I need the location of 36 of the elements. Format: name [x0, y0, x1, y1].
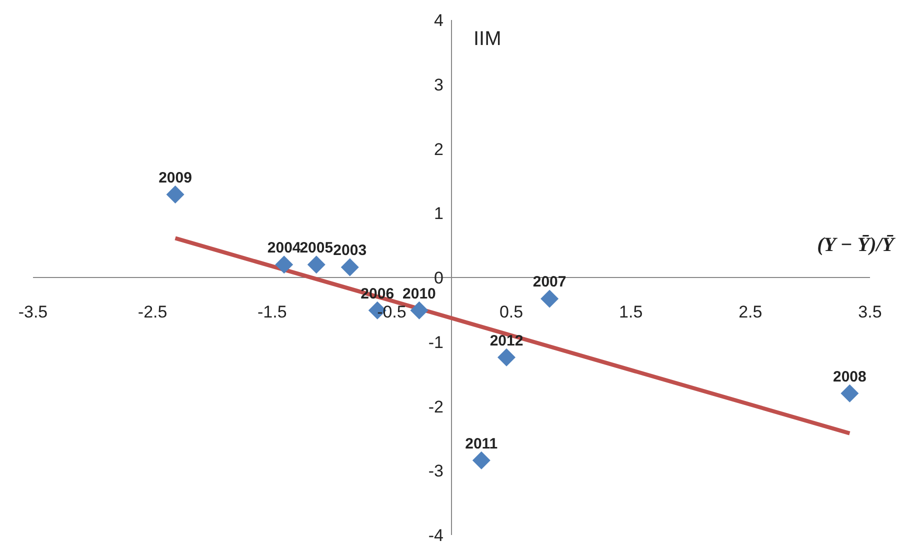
y-tick-label: 0 — [434, 268, 444, 288]
annotation: 2011 — [465, 435, 498, 452]
annotation: 2007 — [532, 274, 566, 291]
annotation: 2004 — [267, 240, 302, 257]
x-tick-label: -3.5 — [18, 302, 48, 322]
annotation: 2009 — [158, 169, 192, 186]
y-tick-label: -2 — [428, 397, 444, 416]
x-tick-label: 1.5 — [619, 302, 643, 322]
point — [275, 256, 294, 274]
x-tick-label: -1.5 — [257, 302, 287, 322]
x-tick-label: 0.5 — [499, 302, 524, 322]
point — [340, 258, 359, 276]
point — [166, 185, 184, 204]
y-tick-label: 4 — [434, 11, 444, 30]
annotation: 2010 — [402, 285, 436, 302]
x-axis-title: (Y − Ȳ)/Ȳ — [817, 234, 894, 256]
x-tick-label: 2.5 — [738, 302, 762, 322]
annotation: 2012 — [490, 332, 524, 350]
y-tick-label: 1 — [434, 204, 444, 224]
y-tick-label: -1 — [428, 332, 444, 352]
point — [472, 451, 490, 470]
annotation: 2005 — [300, 240, 334, 257]
y-tick-label: -4 — [428, 526, 444, 545]
point — [540, 290, 559, 308]
point — [498, 348, 516, 366]
annotation: 2008 — [832, 368, 866, 386]
point — [410, 301, 428, 320]
y-tick-label: 2 — [434, 140, 444, 159]
y-tick-label: 3 — [434, 75, 444, 94]
x-tick-label: 3.5 — [858, 302, 882, 322]
annotation: 2003 — [333, 242, 367, 260]
point — [840, 384, 859, 402]
y-tick-label: -3 — [428, 462, 444, 481]
point — [307, 256, 326, 274]
y-axis-title: IIM — [474, 28, 502, 51]
x-tick-label: -2.5 — [138, 302, 168, 322]
